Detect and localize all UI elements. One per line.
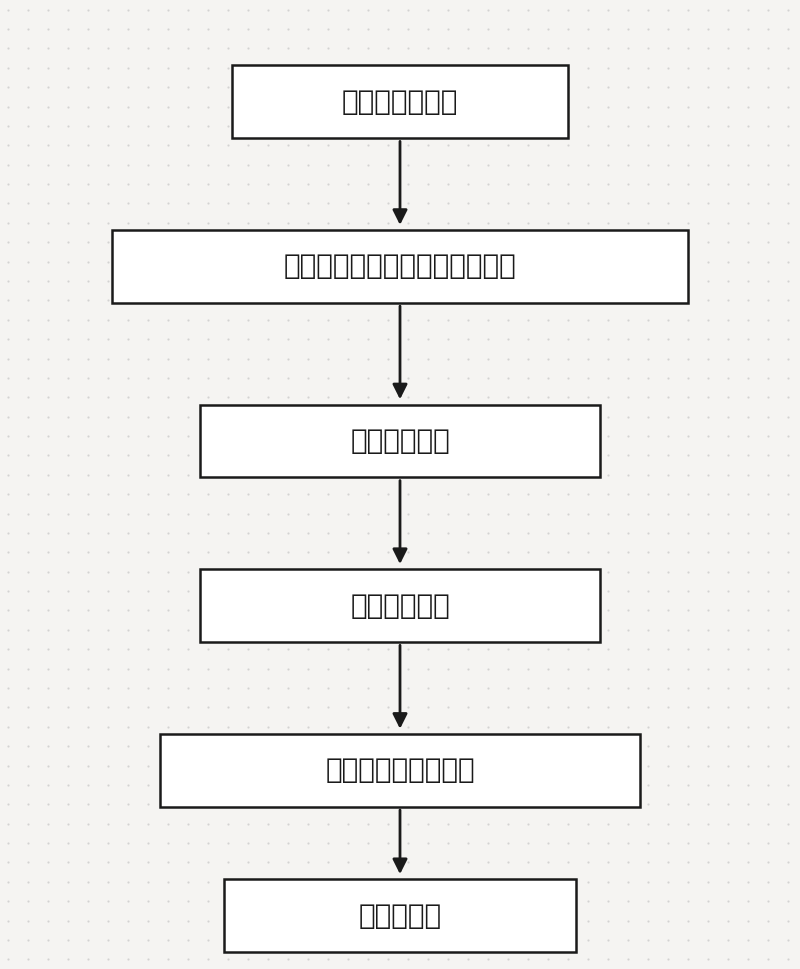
Bar <box>160 735 640 806</box>
Text: 独立分量选择: 独立分量选择 <box>350 592 450 619</box>
Text: 预处理（标定，光谱信号提取）: 预处理（标定，光谱信号提取） <box>284 253 516 280</box>
Bar <box>112 231 688 302</box>
Bar <box>200 570 600 641</box>
Text: 独立分量分析: 独立分量分析 <box>350 427 450 454</box>
Text: 叶面高光谱图像: 叶面高光谱图像 <box>342 88 458 115</box>
Text: 伪彩色增强: 伪彩色增强 <box>358 902 442 929</box>
Bar <box>200 405 600 478</box>
Bar <box>224 880 576 952</box>
Text: 计算叶面叶绿素含量: 计算叶面叶绿素含量 <box>325 757 475 784</box>
Bar <box>232 66 568 139</box>
